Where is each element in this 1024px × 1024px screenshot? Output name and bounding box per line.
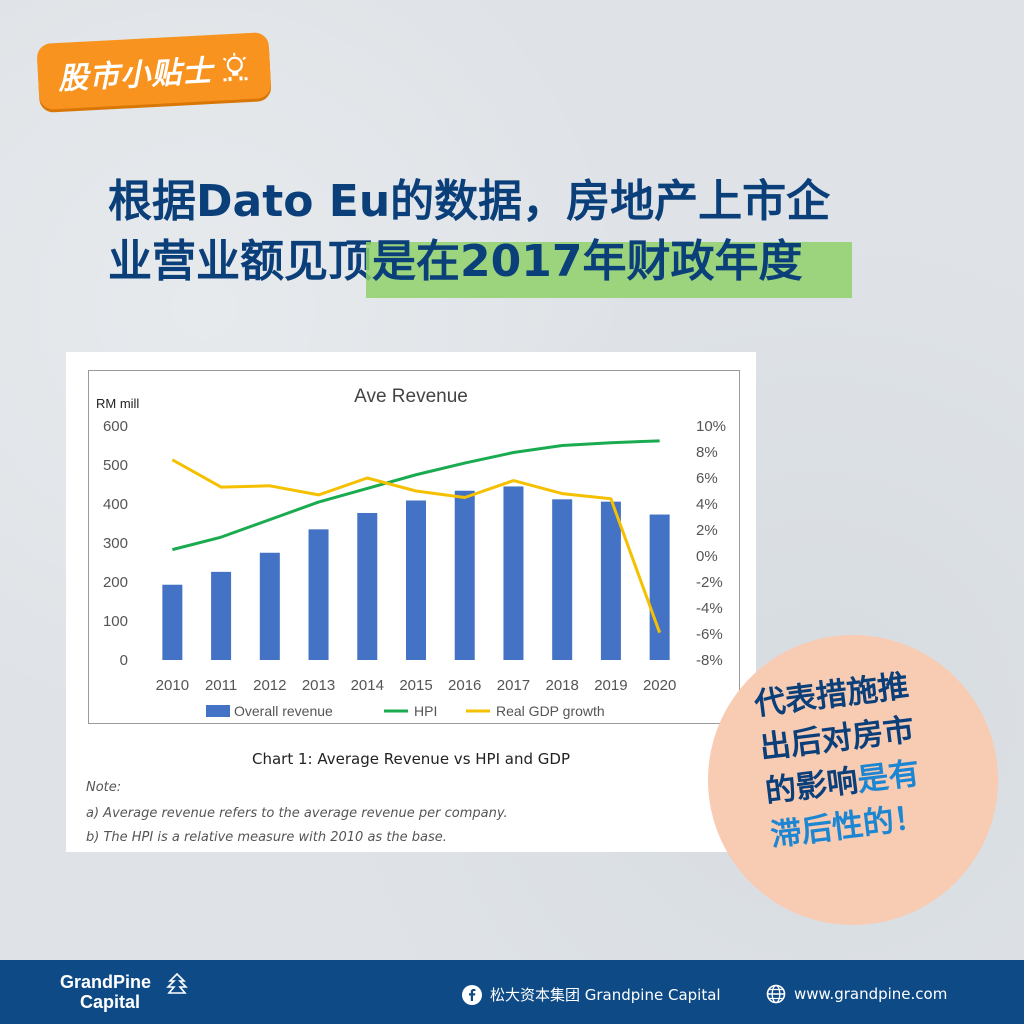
- revenue-bar: [503, 486, 524, 660]
- revenue-bar: [357, 512, 378, 660]
- brand-line1: GrandPine: [60, 972, 152, 992]
- y2-tick-label: -2%: [696, 574, 723, 591]
- y-tick-label: 300: [103, 535, 128, 552]
- globe-icon: [766, 984, 786, 1004]
- y2-tick-label: 2%: [696, 522, 718, 539]
- revenue-bar: [259, 552, 280, 660]
- y-tick-label: 500: [103, 457, 128, 474]
- revenue-bar: [600, 501, 621, 660]
- headline-line2-text: 业营业额见顶: [108, 236, 372, 287]
- lightbulb-icon: [222, 52, 248, 82]
- website-link[interactable]: www.grandpine.com: [766, 984, 947, 1004]
- note-b: b) The HPI is a relative measure with 20…: [86, 830, 447, 845]
- y2-tick-label: 10%: [696, 418, 726, 435]
- x-tick-label: 2012: [253, 677, 286, 694]
- y-tick-label: 0: [120, 652, 128, 669]
- revenue-bar: [649, 514, 670, 660]
- headline: 根据Dato Eu的数据，房地产上市企 业营业额见顶是在2017年财政年度: [108, 172, 948, 298]
- x-tick-label: 2020: [643, 677, 676, 694]
- note-label: Note:: [86, 780, 122, 795]
- legend-label-revenue: Overall revenue: [234, 703, 333, 719]
- callout-line3-plain: 的影响: [763, 762, 860, 811]
- x-tick-label: 2011: [205, 677, 237, 694]
- y-tick-label: 100: [103, 613, 128, 630]
- legend-label-gdp: Real GDP growth: [496, 703, 605, 719]
- y2-tick-label: -4%: [696, 600, 723, 617]
- revenue-bar: [406, 500, 426, 660]
- x-tick-label: 2017: [497, 677, 530, 694]
- y2-tick-label: -8%: [696, 652, 723, 669]
- chart-frame: [88, 370, 740, 724]
- headline-line2: 业营业额见顶是在2017年财政年度: [108, 232, 853, 298]
- brand-logo: GrandPine Capital: [60, 972, 151, 1012]
- tag-label: 股市小贴士: [57, 53, 215, 97]
- callout-text: 代表措施推 出后对房市 的影响是有 滞后性的！: [752, 655, 1002, 858]
- note-a: a) Average revenue refers to the average…: [86, 806, 508, 821]
- x-tick-label: 2019: [594, 677, 627, 694]
- legend-label-hpi: HPI: [414, 703, 437, 719]
- headline-highlight: 是在2017年财政年度: [365, 232, 853, 298]
- revenue-bar: [162, 584, 183, 660]
- y2-tick-label: -6%: [696, 626, 723, 643]
- gdp-line: [171, 458, 662, 634]
- facebook-text: 松大资本集团 Grandpine Capital: [490, 986, 721, 1004]
- x-tick-label: 2014: [351, 677, 384, 694]
- legend-swatch-revenue: [206, 705, 230, 717]
- chart-title: Ave Revenue: [354, 386, 468, 407]
- callout-line3-accent: 是有: [855, 755, 922, 799]
- chart-caption: Chart 1: Average Revenue vs HPI and GDP: [252, 750, 570, 768]
- callout-circle: [708, 635, 998, 925]
- y2-tick-label: 8%: [696, 444, 718, 461]
- y2-tick-label: 6%: [696, 470, 718, 487]
- y2-tick-label: 4%: [696, 496, 718, 513]
- x-tick-label: 2016: [448, 677, 481, 694]
- y2-tick-label: 0%: [696, 548, 718, 565]
- revenue-chart: Ave Revenue RM mill 600 500 400 300 200 100 0 10%…: [96, 386, 726, 719]
- y-tick-label: 600: [103, 418, 128, 435]
- facebook-link[interactable]: 松大资本集团 Grandpine Capital: [462, 984, 721, 1005]
- x-tick-label: 2018: [545, 677, 578, 694]
- x-tick-label: 2015: [399, 677, 432, 694]
- y-axis-label: RM mill: [96, 396, 139, 411]
- revenue-bar: [308, 529, 329, 660]
- revenue-bar: [211, 571, 232, 660]
- tips-tag: 股市小贴士: [36, 31, 272, 111]
- x-tick-label: 2010: [156, 677, 189, 694]
- chart-card: Ave Revenue RM mill 600 500 400 300 200 100 0 10%…: [66, 352, 756, 852]
- revenue-bar: [454, 490, 475, 660]
- pine-icon: [166, 972, 188, 994]
- brand-line2: Capital: [80, 992, 141, 1012]
- website-text: www.grandpine.com: [794, 985, 948, 1003]
- y-tick-label: 200: [103, 574, 128, 591]
- y-tick-label: 400: [103, 496, 128, 513]
- hpi-line: [171, 439, 660, 552]
- x-tick-label: 2013: [302, 677, 335, 694]
- revenue-bar: [552, 499, 573, 660]
- headline-line1: 根据Dato Eu的数据，房地产上市企: [108, 176, 831, 227]
- headline-highlight-text: 是在2017年财政年度: [372, 236, 803, 287]
- facebook-icon: [462, 984, 482, 1005]
